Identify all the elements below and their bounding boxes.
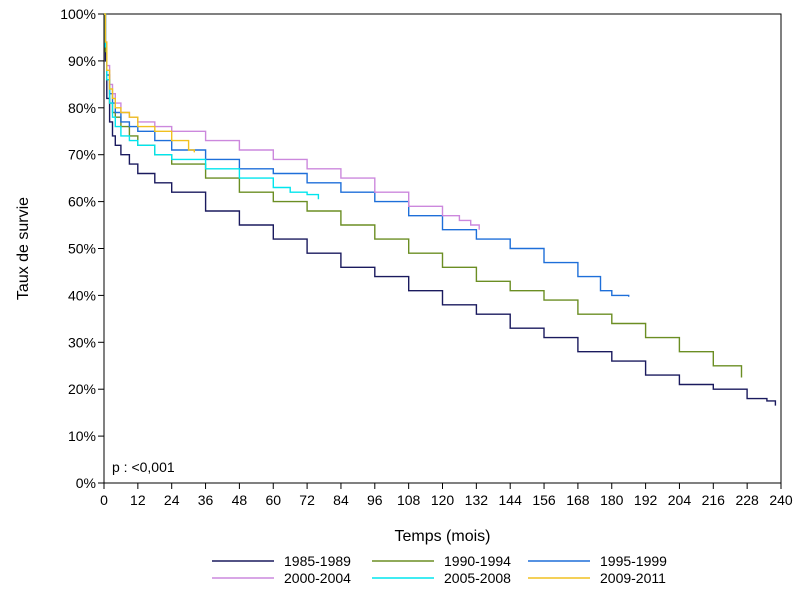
x-tick-label: 204 <box>668 492 692 508</box>
x-tick-label: 168 <box>566 492 590 508</box>
x-tick-label: 0 <box>100 492 108 508</box>
y-tick-label: 80% <box>68 100 96 116</box>
legend-label: 1995-1999 <box>600 553 667 569</box>
legend-label: 2009-2011 <box>600 570 666 586</box>
series-line-2005-2008 <box>104 13 320 200</box>
plot-area-frame <box>103 13 782 484</box>
x-tick-label: 192 <box>634 492 658 508</box>
legend-label: 1985-1989 <box>284 553 351 569</box>
x-tick-label: 24 <box>164 492 180 508</box>
x-tick-label: 120 <box>431 492 455 508</box>
x-tick-label: 12 <box>130 492 146 508</box>
x-tick-label: 180 <box>600 492 624 508</box>
x-tick-label: 240 <box>769 492 793 508</box>
series-line-1995-1999 <box>104 13 630 297</box>
series-lines <box>104 13 777 406</box>
y-tick-label: 40% <box>68 287 96 303</box>
legend-label: 1990-1994 <box>444 553 511 569</box>
p-value-annotation: p : <0,001 <box>112 459 175 475</box>
y-tick-label: 0% <box>76 475 96 491</box>
x-axis: 0 12 24 36 48 60 72 84 96 108 120 132 144 156 168 180 19… <box>100 483 793 508</box>
y-tick-label: 70% <box>68 147 96 163</box>
x-tick-label: 144 <box>499 492 523 508</box>
series-line-1990-1994 <box>104 13 743 378</box>
x-tick-label: 108 <box>397 492 421 508</box>
x-tick-label: 60 <box>265 492 281 508</box>
x-tick-label: 36 <box>198 492 214 508</box>
x-tick-label: 84 <box>333 492 349 508</box>
legend: 1985-1989 1990-1994 1995-1999 2000-2004 2005… <box>212 553 667 586</box>
y-tick-label: 90% <box>68 53 96 69</box>
y-axis-title: Taux de survie <box>15 197 32 300</box>
y-tick-label: 10% <box>68 428 96 444</box>
x-tick-label: 132 <box>465 492 489 508</box>
y-tick-label: 60% <box>68 194 96 210</box>
x-tick-label: 228 <box>735 492 759 508</box>
series-line-1985-1989 <box>104 13 777 406</box>
y-axis: 0% 10% 20% 30% 40% 50% 60% 70% 80% 90% 100% <box>60 6 104 491</box>
x-axis-title: Temps (mois) <box>394 528 490 545</box>
y-tick-label: 100% <box>60 6 96 22</box>
y-tick-label: 30% <box>68 334 96 350</box>
x-tick-label: 96 <box>367 492 383 508</box>
y-tick-label: 50% <box>68 241 96 257</box>
y-tick-label: 20% <box>68 381 96 397</box>
series-line-2009-2011 <box>104 13 195 153</box>
x-tick-label: 216 <box>702 492 726 508</box>
legend-label: 2005-2008 <box>444 570 511 586</box>
x-tick-label: 156 <box>532 492 556 508</box>
series-line-2000-2004 <box>104 13 480 230</box>
x-tick-label: 48 <box>232 492 248 508</box>
x-tick-label: 72 <box>299 492 315 508</box>
legend-label: 2000-2004 <box>284 570 351 586</box>
